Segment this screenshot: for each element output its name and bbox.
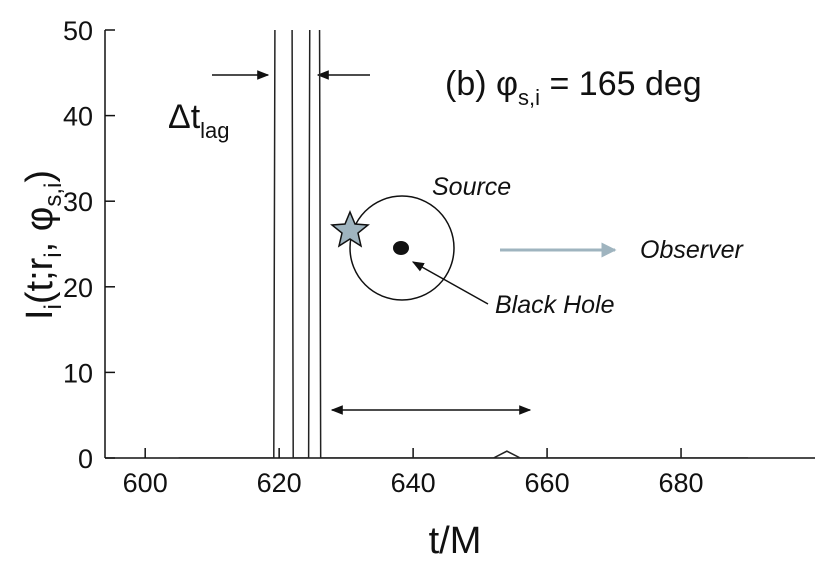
x-tick-label: 660 (525, 468, 570, 498)
y-label-part: ) (19, 170, 61, 183)
source-star (330, 210, 370, 248)
lag-text: Δt (168, 98, 201, 136)
panel-text: (b) φ (445, 65, 518, 103)
x-tick-label: 600 (123, 468, 168, 498)
panel-label: (b) φs,i = 165 deg (445, 65, 702, 110)
y-label-part: , φ (19, 207, 61, 253)
lag-label: Δtlag (168, 98, 230, 143)
y-label-subscript: i (40, 252, 67, 257)
y-axis-label: Ii(t;ri, φs,i) (19, 170, 67, 320)
lag-subscript: lag (200, 118, 229, 143)
y-tick-label: 30 (63, 187, 93, 217)
line-series (178, 30, 749, 458)
y-label-subscript: s,i (40, 183, 67, 207)
y-tick-label: 50 (63, 16, 93, 46)
x-tick-label: 680 (659, 468, 704, 498)
orbit (349, 195, 455, 301)
black-hole-dot (393, 241, 409, 255)
bh-pointer (411, 261, 489, 305)
black-hole-label: Black Hole (495, 291, 615, 319)
y-tick-label: 40 (63, 102, 93, 132)
y-tick-label: 10 (63, 358, 93, 388)
y-tick-label: 0 (78, 444, 93, 474)
y-label-subscript: i (40, 304, 67, 309)
y-tick-label: 20 (63, 273, 93, 303)
x-axis-label: t/M (429, 520, 482, 562)
x-tick-label: 620 (257, 468, 302, 498)
y-label-part: (t;r (19, 257, 61, 304)
observer-label: Observer (640, 236, 744, 264)
x-tick-label: 640 (391, 468, 436, 498)
panel-text: = 165 deg (540, 65, 702, 103)
panel-subscript: s,i (518, 85, 540, 110)
y-label-part: I (19, 309, 61, 320)
source-label: Source (432, 173, 511, 201)
